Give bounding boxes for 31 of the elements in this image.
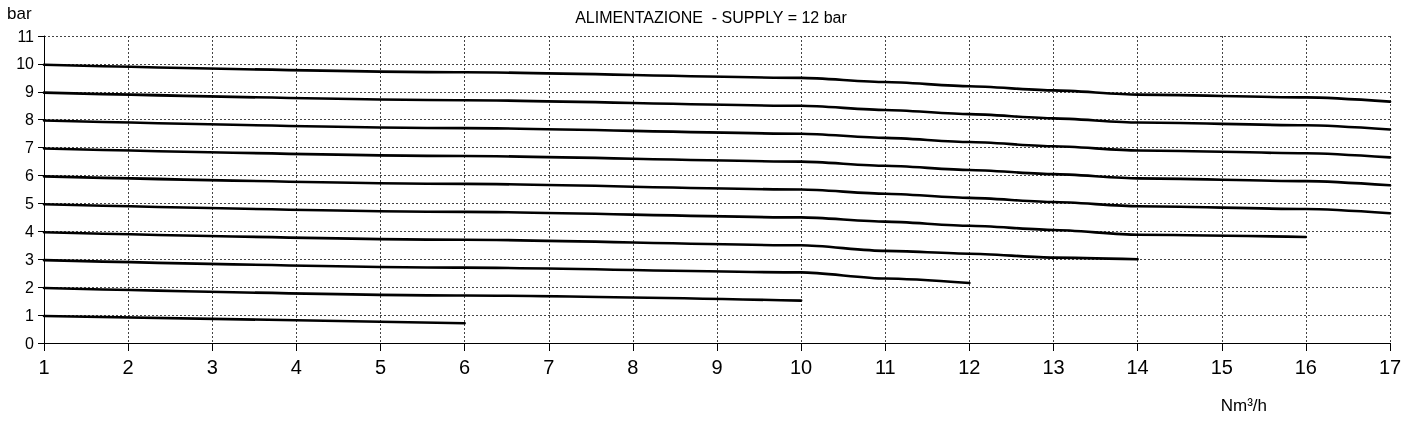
x-tick-label: 10 [790,356,813,378]
y-tick-label: 4 [25,222,35,240]
x-tick-label: 5 [374,356,387,378]
x-tick-label: 13 [1042,356,1065,378]
x-axis-title: Nm³/h [1220,396,1267,415]
y-tick-label: 9 [25,83,35,101]
x-tick-label: 12 [958,356,981,378]
x-tick-label: 7 [543,356,555,378]
y-tick-label: 10 [16,55,35,73]
x-tick-label: 15 [1210,356,1233,378]
y-tick-label: 1 [25,306,35,324]
x-tick-label: 14 [1126,356,1149,378]
x-tick-label: 16 [1294,356,1317,378]
y-tick-label: 5 [25,194,35,212]
x-tick-label: 11 [874,356,896,378]
chart-title: ALIMENTAZIONE - SUPPLY = 12 bar [575,8,848,26]
y-tick-label: 2 [25,278,35,296]
y-tick-label: 7 [25,139,35,157]
x-tick-label: 6 [459,356,471,378]
x-tick-label: 4 [290,356,302,378]
x-tick-label: 2 [122,356,134,378]
y-tick-label: 6 [25,167,35,185]
x-tick-label: 9 [711,356,723,378]
y-axis-title: bar [7,4,32,23]
x-tick-label: 17 [1378,356,1402,378]
y-tick-label: 3 [25,250,35,268]
y-tick-label: 8 [25,111,35,129]
x-tick-label: 3 [206,356,218,378]
y-tick-label: 11 [17,27,35,45]
x-tick-label: 8 [627,356,639,378]
y-tick-label: 0 [25,334,35,352]
